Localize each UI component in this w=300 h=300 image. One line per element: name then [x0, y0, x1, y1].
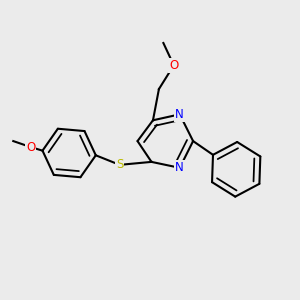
Text: N: N [175, 108, 184, 121]
Text: O: O [169, 59, 178, 72]
Text: S: S [116, 158, 123, 171]
Text: N: N [175, 161, 184, 174]
Text: O: O [26, 140, 35, 154]
